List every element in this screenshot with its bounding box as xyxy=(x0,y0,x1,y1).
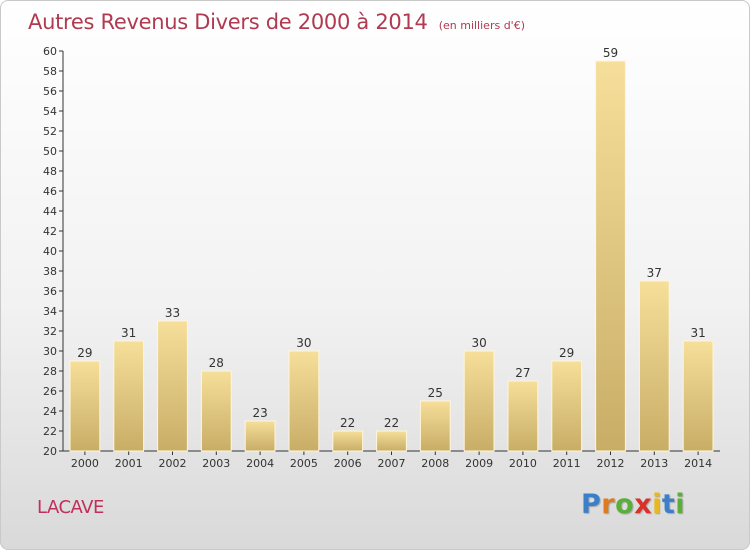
data-label: 27 xyxy=(515,366,530,380)
logo-letter: P xyxy=(581,489,602,520)
x-tick-label: 2007 xyxy=(378,457,406,470)
logo-letter: i xyxy=(652,489,662,520)
x-tick-label: 2003 xyxy=(202,457,230,470)
bar xyxy=(288,350,320,452)
y-tick-label: 28 xyxy=(43,365,57,378)
x-axis: 2000 2001 2002 2003 2004 2005 2006 2007 2008 2009… xyxy=(63,450,720,470)
data-label: 28 xyxy=(209,356,224,370)
bar xyxy=(157,320,188,452)
y-tick-label: 32 xyxy=(43,325,57,338)
y-tick-label: 48 xyxy=(43,165,57,178)
y-tick-label: 40 xyxy=(43,245,57,258)
data-label: 30 xyxy=(296,336,311,350)
y-tick-label: 34 xyxy=(43,305,57,318)
logo-letter: x xyxy=(634,489,653,520)
y-tick-label: 20 xyxy=(43,445,57,458)
y-tick-label: 36 xyxy=(43,285,57,298)
data-label: 29 xyxy=(559,346,574,360)
x-tick-label: 2001 xyxy=(115,457,143,470)
x-tick-label: 2013 xyxy=(640,457,668,470)
bar xyxy=(200,370,232,452)
y-tick-label: 42 xyxy=(43,225,57,238)
chart-title: Autres Revenus Divers de 2000 à 2014 xyxy=(28,10,428,34)
y-tick-label: 44 xyxy=(43,205,57,218)
y-tick-label: 50 xyxy=(43,145,57,158)
title-line: Autres Revenus Divers de 2000 à 2014 (en… xyxy=(28,10,525,34)
x-tick-label: 2005 xyxy=(290,457,318,470)
y-tick-label: 54 xyxy=(43,105,57,118)
x-tick-label: 2011 xyxy=(553,457,581,470)
data-label: 59 xyxy=(603,46,618,60)
data-label: 22 xyxy=(340,416,355,430)
bar xyxy=(463,350,495,452)
data-label: 30 xyxy=(471,336,486,350)
y-tick-label: 38 xyxy=(43,265,57,278)
bar xyxy=(376,430,407,452)
bar xyxy=(595,60,626,452)
data-label: 31 xyxy=(121,326,136,340)
logo-letter: r xyxy=(601,489,616,520)
y-axis: 20 22 24 26 28 30 32 34 36 38 40 42 44 46 48 50 52 54 56 58… xyxy=(43,45,64,458)
y-tick-label: 60 xyxy=(43,45,57,58)
proxiti-logo: Proxiti xyxy=(581,489,685,520)
data-label: 29 xyxy=(77,346,92,360)
logo-letter: o xyxy=(615,489,635,520)
data-label: 37 xyxy=(647,266,662,280)
bar xyxy=(113,340,145,452)
data-label: 25 xyxy=(428,386,443,400)
y-tick-label: 58 xyxy=(43,65,57,78)
x-tick-label: 2010 xyxy=(509,457,537,470)
x-tick-label: 2009 xyxy=(465,457,493,470)
bar xyxy=(682,340,714,452)
data-label: 31 xyxy=(690,326,705,340)
x-tick-label: 2002 xyxy=(159,457,187,470)
bar xyxy=(507,380,539,452)
place-name: LACAVE xyxy=(37,497,104,518)
y-tick-label: 56 xyxy=(43,85,57,98)
data-label: 23 xyxy=(252,406,267,420)
x-tick-label: 2012 xyxy=(597,457,625,470)
bar xyxy=(419,400,451,452)
data-label: 22 xyxy=(384,416,399,430)
x-tick-label: 2014 xyxy=(684,457,712,470)
bars: 29 31 33 28 23 30 22 22 25 30 27 29 59 37 31 xyxy=(69,46,714,452)
y-tick-label: 22 xyxy=(43,425,57,438)
data-label: 33 xyxy=(165,306,180,320)
logo-letter: t xyxy=(661,489,676,520)
y-tick-label: 26 xyxy=(43,385,57,398)
y-tick-label: 24 xyxy=(43,405,57,418)
bar xyxy=(551,360,583,452)
bar xyxy=(69,360,101,452)
y-tick-label: 52 xyxy=(43,125,57,138)
bar xyxy=(332,430,364,452)
logo-letter: i xyxy=(675,489,686,520)
bar xyxy=(638,280,670,452)
y-tick-label: 46 xyxy=(43,185,57,198)
x-tick-label: 2000 xyxy=(71,457,99,470)
x-tick-label: 2008 xyxy=(421,457,449,470)
bar xyxy=(244,420,276,452)
x-tick-label: 2004 xyxy=(246,457,274,470)
chart-subtitle: (en milliers d'€) xyxy=(438,19,525,32)
x-tick-label: 2006 xyxy=(334,457,362,470)
y-tick-label: 30 xyxy=(43,345,57,358)
